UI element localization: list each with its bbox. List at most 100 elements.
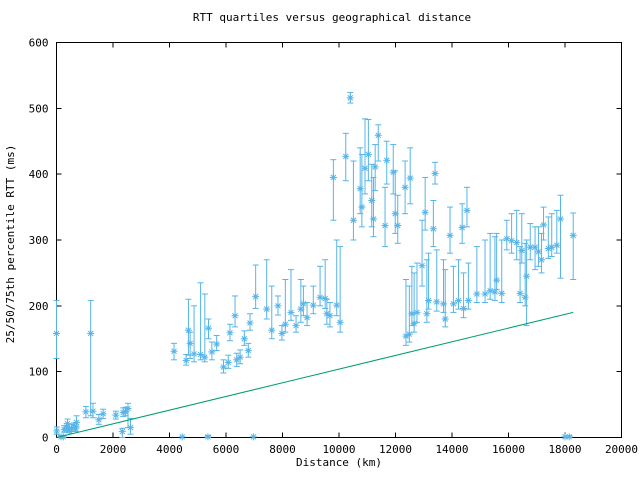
x-tick-label: 12000	[379, 443, 412, 456]
x-tick-label: 16000	[492, 443, 525, 456]
errorbar-point	[486, 232, 494, 300]
errorbar-point	[371, 144, 379, 192]
reference-line	[56, 311, 574, 438]
errorbar-point	[364, 119, 372, 182]
errorbar-point	[186, 331, 194, 359]
y-tick-label: 200	[29, 300, 49, 313]
errorbar-point	[531, 226, 539, 271]
errorbar-point	[204, 433, 212, 441]
errorbar-point	[418, 219, 426, 287]
errorbar-point	[201, 293, 209, 363]
errorbar-point	[299, 285, 307, 317]
errorbar-point	[548, 213, 556, 257]
errorbar-point	[292, 315, 300, 333]
data-points	[53, 92, 577, 441]
errorbar-point	[374, 124, 382, 162]
errorbar-point	[516, 246, 524, 304]
errorbar-point	[556, 194, 564, 279]
errorbar-point	[413, 262, 421, 323]
x-tick-label: 14000	[435, 443, 468, 456]
errorbar-point	[208, 341, 216, 361]
errorbar-point	[518, 213, 526, 264]
errorbar-point	[204, 318, 212, 340]
errorbar-point	[95, 413, 103, 425]
errorbar-point	[127, 417, 135, 435]
errorbar-point	[309, 285, 317, 315]
y-tick-label: 600	[29, 37, 49, 50]
errorbar-point	[89, 402, 97, 419]
errorbar-point	[425, 252, 433, 310]
errorbar-point	[99, 408, 107, 419]
errorbar-point	[316, 265, 324, 307]
errorbar-point	[553, 209, 561, 254]
y-tick-label: 100	[29, 366, 49, 379]
errorbar-point	[268, 285, 276, 340]
errorbar-point	[421, 176, 429, 231]
errorbar-point	[346, 92, 354, 104]
errorbar-point	[336, 246, 344, 333]
x-tick-label: 4000	[156, 443, 183, 456]
errorbar-point	[446, 206, 454, 254]
errorbar-point	[213, 334, 221, 352]
errorbar-point	[440, 259, 448, 313]
errorbar-point	[356, 147, 364, 215]
errorbar-point	[523, 239, 531, 327]
errorbar-point	[178, 433, 186, 441]
errorbar-point	[508, 213, 516, 254]
y-tick-label: 500	[29, 102, 49, 115]
errorbar-point	[481, 239, 489, 304]
errorbar-point	[565, 433, 573, 441]
errorbar-point	[503, 219, 511, 251]
errorbar-point	[297, 279, 305, 323]
errorbar-point	[240, 330, 248, 346]
errorbar-point	[252, 264, 260, 309]
errorbar-point	[406, 147, 414, 205]
errorbar-point	[287, 269, 295, 321]
errorbar-point	[423, 259, 431, 323]
errorbar-point	[394, 194, 402, 244]
errorbar-point	[233, 352, 241, 367]
errorbar-point	[53, 426, 61, 435]
errorbar-point	[381, 186, 389, 248]
errorbar-point	[197, 282, 205, 361]
errorbar-point	[569, 212, 577, 280]
errorbar-point	[349, 160, 357, 241]
errorbar-point	[441, 269, 449, 328]
x-tick-label: 6000	[213, 443, 240, 456]
x-tick-label: 10000	[322, 443, 355, 456]
plot-area: 0 2000 4000 6000 8000 10000 12000 14000 16000 180…	[29, 37, 638, 457]
errorbar-point	[401, 160, 409, 215]
x-tick-label: 20000	[605, 443, 638, 456]
x-tick-label: 8000	[269, 443, 296, 456]
errorbar-point	[358, 153, 366, 228]
errorbar-point	[82, 406, 90, 419]
errorbar-point	[263, 259, 271, 320]
errorbar-point	[513, 209, 521, 261]
errorbar-point	[361, 118, 369, 195]
errorbar-point	[170, 342, 178, 361]
errorbar-point	[87, 300, 95, 417]
errorbar-point	[326, 302, 334, 328]
errorbar-point	[454, 259, 462, 310]
errorbar-point	[231, 295, 239, 328]
errorbar-point	[498, 239, 506, 304]
x-tick-label: 2000	[100, 443, 127, 456]
errorbar-point	[526, 223, 534, 261]
errorbar-point	[464, 262, 472, 310]
errorbar-point	[224, 354, 232, 369]
errorbar-point	[219, 359, 227, 374]
errorbar-point	[281, 279, 289, 333]
errorbar-point	[53, 300, 60, 359]
errorbar-point	[236, 349, 244, 365]
errorbar-point	[460, 272, 468, 319]
y-tick-label: 400	[29, 168, 49, 181]
errorbar-point	[342, 132, 350, 182]
errorbar-point	[246, 313, 254, 331]
errorbar-point	[249, 433, 257, 441]
errorbar-point	[429, 200, 437, 248]
errorbar-point	[112, 410, 120, 420]
errorbar-point	[473, 246, 481, 304]
errorbar-point	[73, 415, 81, 428]
